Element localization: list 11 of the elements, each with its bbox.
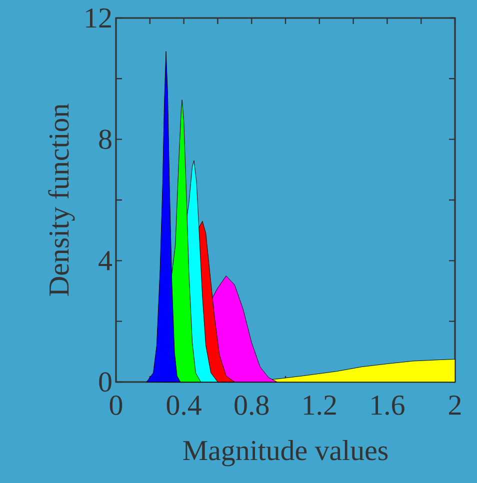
y-axis-title: Density function: [48, 104, 75, 296]
x-tick-label: 0.4: [166, 396, 202, 416]
x-axis-title: Magnitude values: [183, 440, 388, 466]
y-tick-label: 8: [99, 130, 112, 150]
x-tick-label: 2: [449, 396, 461, 415]
y-tick-label: 0: [99, 372, 112, 392]
y-tick-label: 4: [98, 251, 112, 270]
x-tick-label: 0.8: [234, 396, 269, 416]
x-tick-label: 1.2: [304, 396, 336, 416]
x-tick-label: 1.6: [372, 396, 404, 416]
y-tick-label: 12: [86, 8, 111, 28]
